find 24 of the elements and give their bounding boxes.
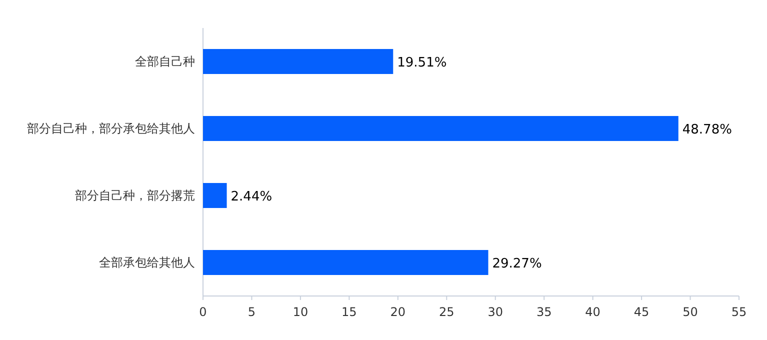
x-tick-label: 10 [292,305,308,319]
x-tick-label: 0 [199,305,207,319]
x-tick-label: 15 [342,305,357,319]
x-tick-label: 55 [731,305,747,319]
x-tick-label: 20 [390,305,406,319]
x-tick-label: 40 [585,305,600,319]
data-label: 48.78% [682,122,732,138]
bar [203,250,488,275]
y-tick-label: 部分自己种，部分承包给其他人 [27,122,195,136]
x-tick-label: 45 [634,305,650,319]
y-tick-label: 部分自己种，部分撂荒 [75,188,195,202]
x-tick-label: 50 [682,305,698,319]
x-tick-label: 5 [248,305,256,319]
data-label: 29.27% [492,256,542,272]
data-label: 2.44% [230,190,272,204]
bar [203,183,227,208]
x-tick-label: 25 [438,305,454,319]
y-tick-label: 全部自己种 [135,54,195,68]
x-tick-label: 35 [536,305,552,319]
y-tick-label: 全部承包给其他人 [99,256,195,270]
bar [203,49,394,74]
x-tick-label: 30 [488,305,504,319]
bar [203,116,678,141]
data-label: 19.51% [397,56,447,70]
